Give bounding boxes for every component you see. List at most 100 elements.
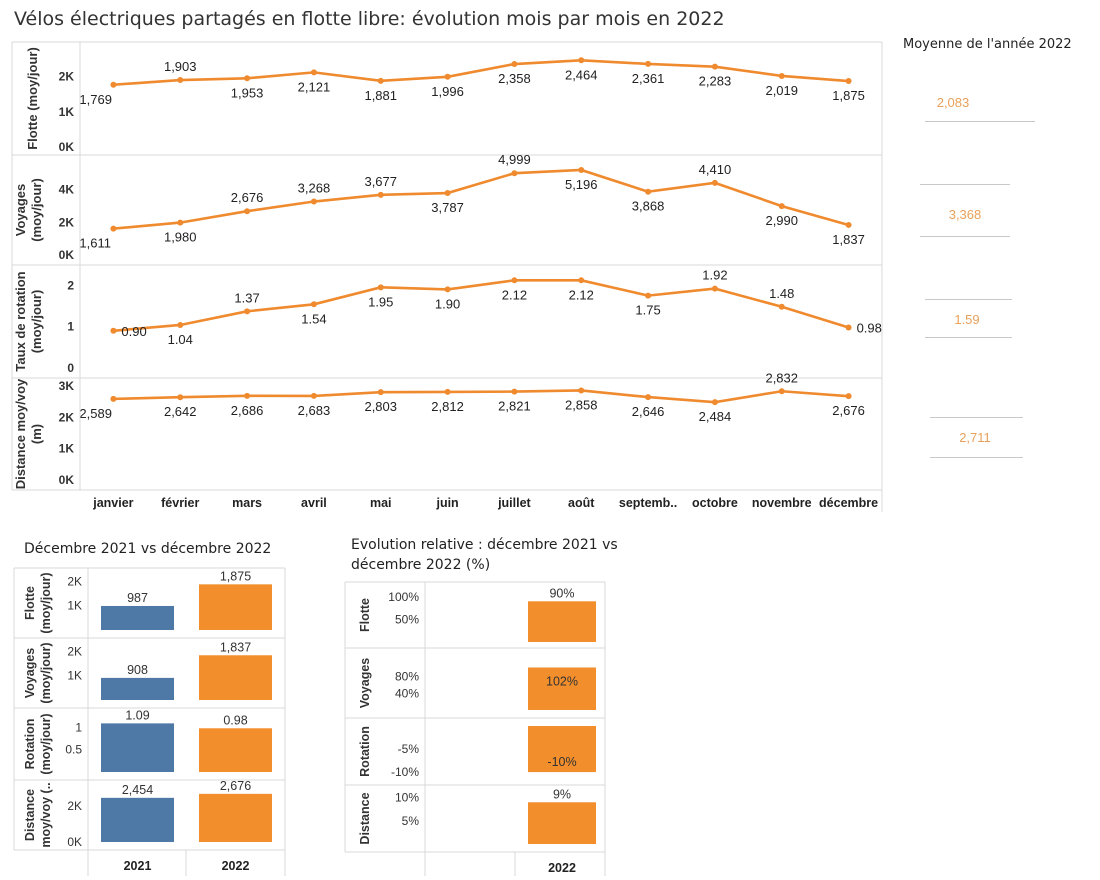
bar [199,655,272,700]
y-axis-label: Taux de rotation(moy/jour) [13,271,44,371]
data-point [578,277,585,284]
data-label: 2,812 [431,399,464,414]
data-label: 2,683 [298,403,331,418]
data-label: 2.12 [569,287,594,302]
data-point [578,57,585,64]
y-tick-label: -5% [398,742,420,756]
data-label: 1.95 [368,294,393,309]
data-label: 1,980 [164,230,197,245]
data-label: 2,990 [765,213,798,228]
y-tick-label: 2K [67,644,82,658]
y-axis-label-line: (moy/jour) [39,642,53,703]
y-tick-label: 1 [75,720,82,734]
data-label: 5,196 [565,177,598,192]
x-tick-label: octobre [692,496,738,510]
x-tick-label: novembre [752,496,812,510]
data-label: 2,121 [298,79,331,94]
y-axis-label-line: Rotation [358,726,372,777]
average-distance-topline [930,417,1023,418]
x-tick-label: 2022 [548,861,576,875]
data-point [511,388,518,395]
data-point [778,72,785,79]
data-label: 0.98 [857,320,882,335]
y-axis-label-line: Distance [23,789,37,841]
data-label: 1,611 [79,236,111,251]
data-point [110,225,117,232]
y-tick-label: 0K [59,140,75,154]
bar [528,667,596,710]
data-label: 1.92 [702,268,727,283]
data-label: 1.04 [168,332,193,347]
dec-comparison-title: Décembre 2021 vs décembre 2022 [24,541,272,557]
data-label: 2,676 [832,403,865,418]
y-axis-label: Rotation [358,726,372,777]
x-tick-label: mai [370,496,392,510]
series-line [113,279,849,333]
y-axis-label: Flotte [358,598,372,632]
data-label: 1,837 [832,232,865,247]
y-tick-label: 1 [67,320,74,334]
data-label: 1,881 [364,88,397,103]
y-axis-label: Flotte (moy/jour) [25,47,40,150]
data-label: 1.48 [769,286,794,301]
data-point [711,285,718,292]
data-point [645,394,652,401]
y-axis-label: Voyages [358,658,372,709]
y-tick-label: 0.5 [65,743,82,757]
y-axis-label-line: Voyages [23,648,37,699]
relative-evolution-bar-chart: Flotte 50% 100% 90% Voyages 40% 80% 102% Rotatio… [344,581,606,876]
data-label: 2,464 [565,67,598,82]
data-point [645,188,652,195]
y-tick-label: 1K [59,105,75,119]
y-tick-label: 4K [59,183,75,197]
bar [528,601,596,642]
relative-title-line1: Evolution relative : décembre 2021 vs [351,537,618,553]
data-label: 2,646 [632,404,665,419]
x-tick-label: février [161,496,199,510]
bar-label: 1.09 [125,708,149,722]
data-label: 4,410 [699,162,732,177]
y-tick-label: 0 [67,361,74,375]
bar [528,726,596,773]
bar [199,793,272,842]
y-axis-label-line: Distance [358,792,372,844]
data-label: 1,769 [79,92,112,107]
data-label: 2,019 [765,83,798,98]
data-point [177,219,184,226]
y-axis-label: Distance moy/voy(m) [13,378,44,489]
data-point [778,203,785,210]
x-tick-label: 2022 [222,859,250,873]
data-point [578,387,585,394]
bar [199,584,272,630]
average-flotte-line [925,121,1035,122]
data-label: 2,676 [231,190,264,205]
data-point [244,208,251,215]
data-point [845,221,852,228]
average-flotte: 2,083 [936,95,970,110]
data-point [377,191,384,198]
y-axis-label-line: Voyages [358,658,372,709]
y-axis-label-line: Rotation [23,719,37,770]
y-axis-label: Voyages(moy/jour) [13,178,44,242]
x-tick-label: décembre [819,496,878,510]
y-axis-label-line: Voyages [13,184,28,237]
data-point [511,170,518,177]
y-tick-label: 1K [67,599,82,613]
data-point [778,388,785,395]
data-point [244,75,251,82]
y-tick-label: 0K [59,248,75,262]
data-point [110,395,117,402]
y-tick-label: 50% [395,612,419,626]
bar [101,797,174,842]
bar-label: 90% [549,586,574,600]
data-point [244,392,251,399]
average-title: Moyenne de l'année 2022 [903,37,1072,52]
y-tick-label: 0K [67,835,82,849]
average-voyages: 3,368 [948,207,982,222]
data-point [845,78,852,85]
data-point [310,69,317,76]
data-label: 2,803 [364,399,397,414]
data-point [244,308,251,315]
y-tick-label: 100% [388,590,419,604]
y-axis-label-line: (moy/jour) [39,572,53,633]
